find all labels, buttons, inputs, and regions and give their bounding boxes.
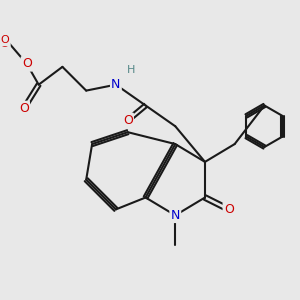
Text: O: O [224, 203, 234, 216]
Text: O: O [19, 102, 29, 115]
Text: N: N [111, 78, 121, 91]
Text: H: H [127, 65, 135, 75]
Text: O: O [0, 37, 10, 50]
Text: N: N [171, 209, 180, 222]
Text: O: O [22, 57, 32, 70]
Text: O: O [123, 114, 133, 127]
Text: O: O [0, 35, 9, 45]
